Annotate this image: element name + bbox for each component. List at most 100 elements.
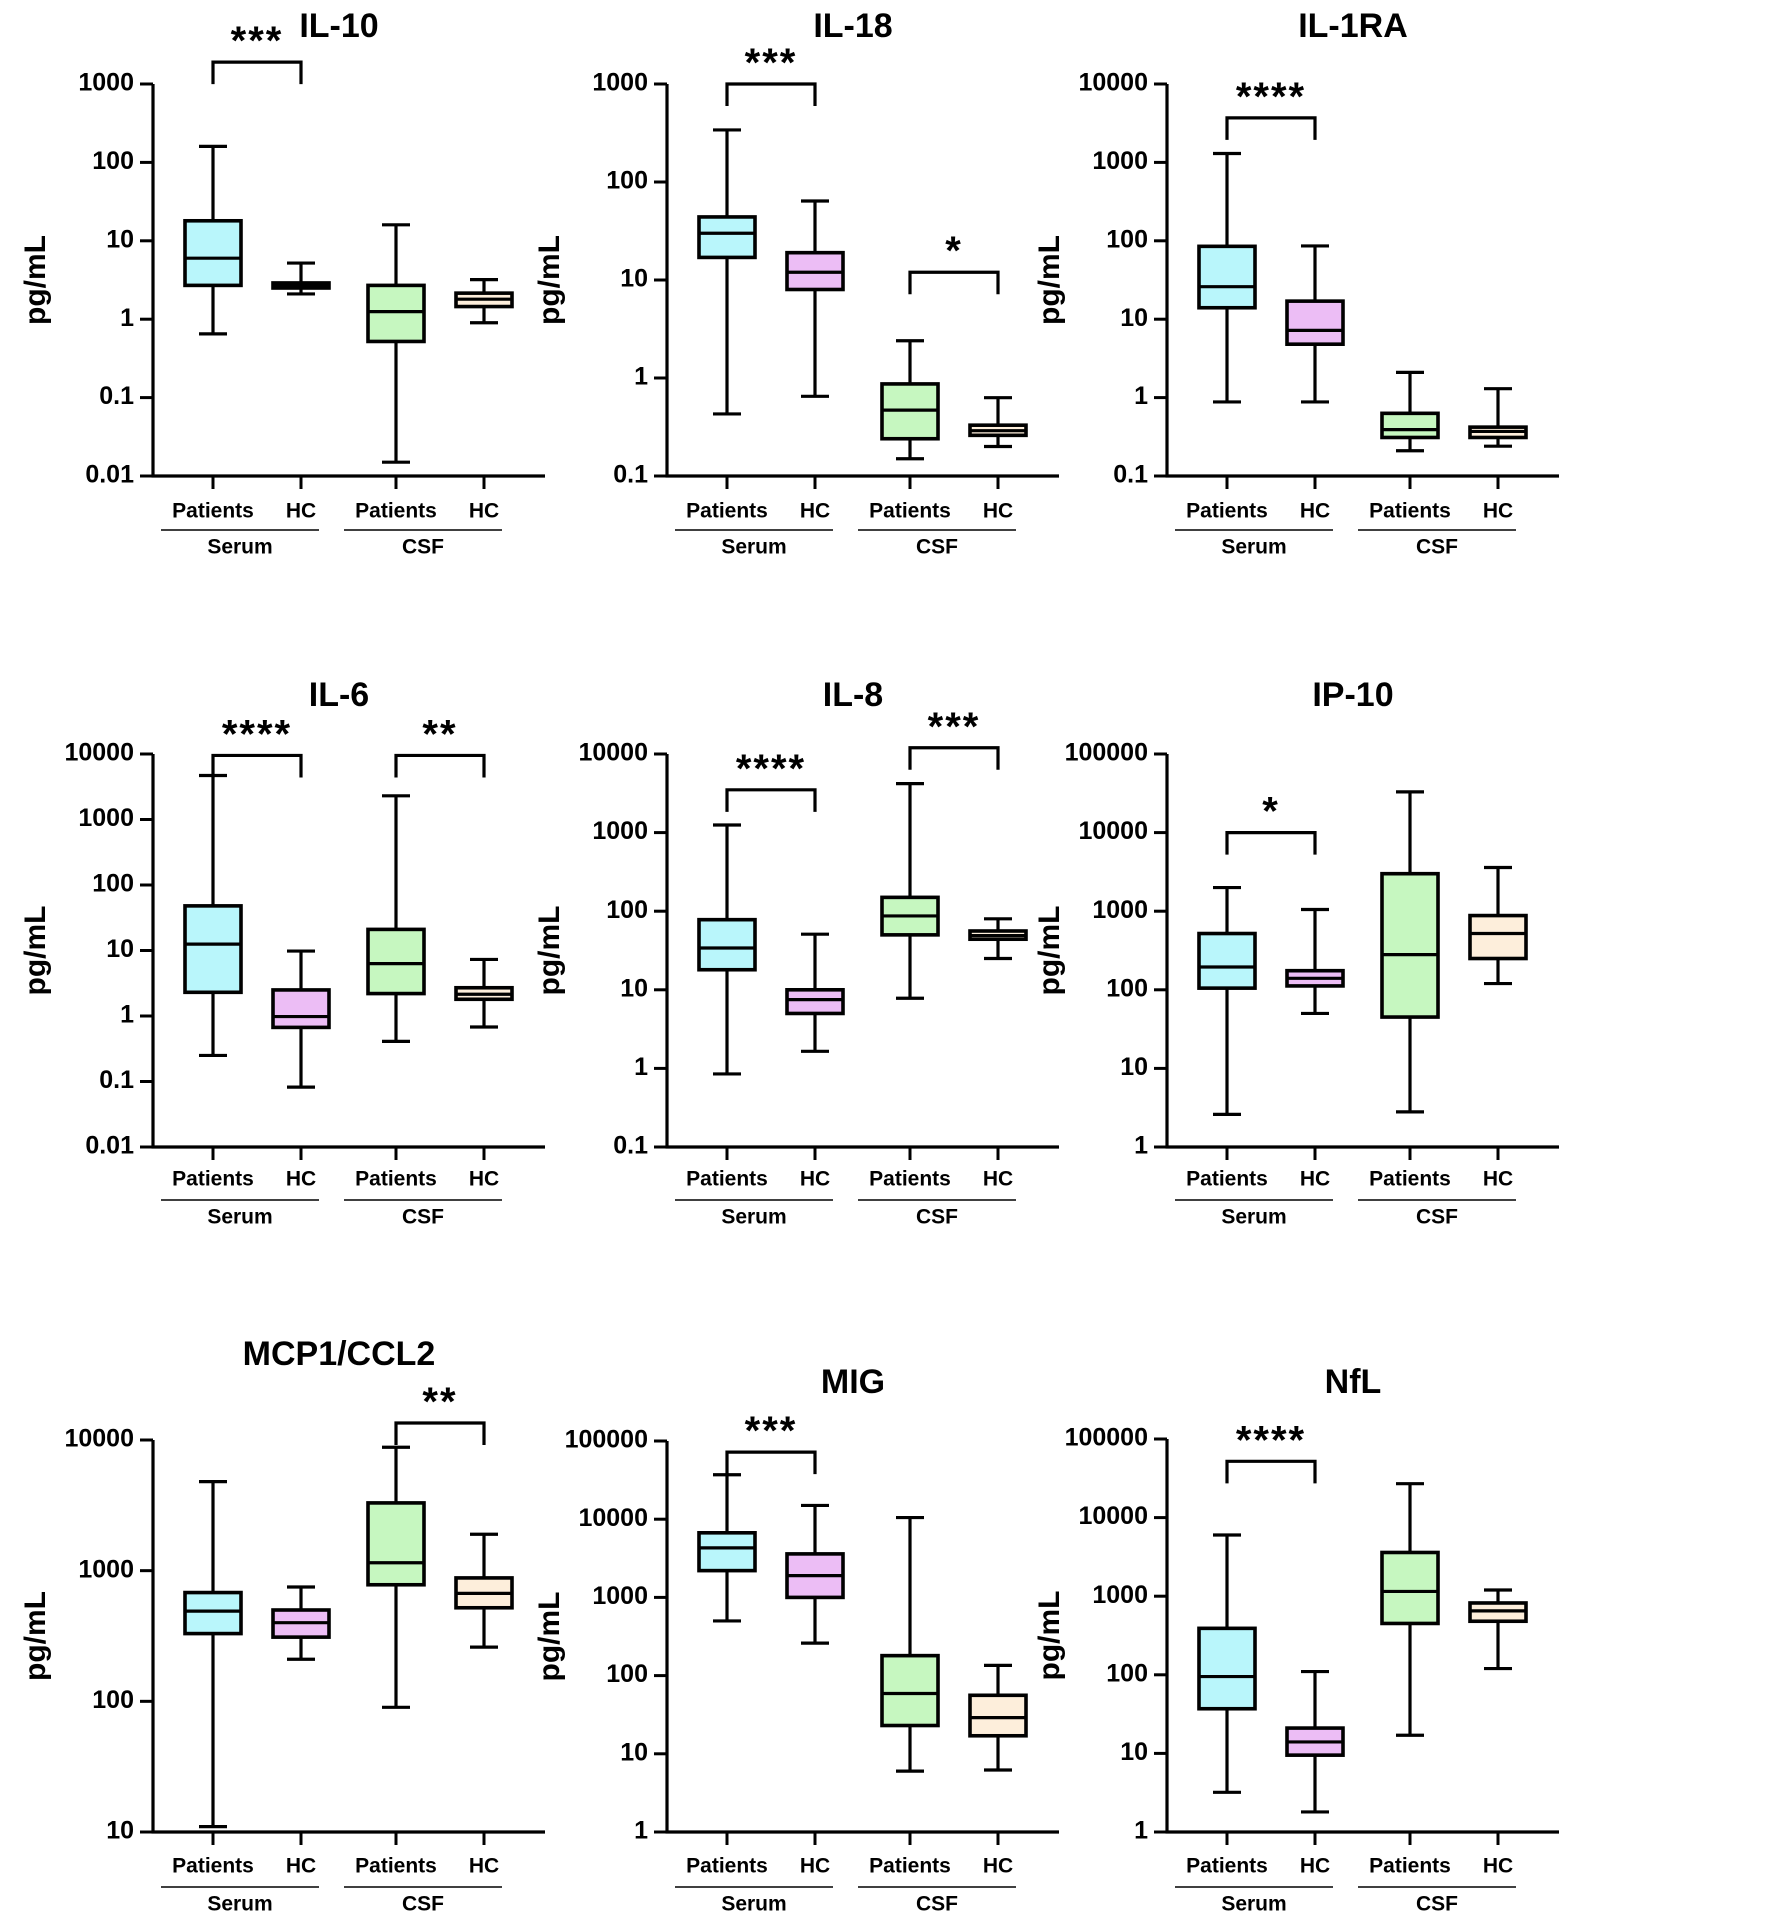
- y-tick-label: 1: [634, 363, 648, 391]
- y-axis-label: pg/mL: [1033, 1591, 1066, 1681]
- y-tick-label: 1: [120, 1001, 134, 1029]
- significance-stars: ***: [231, 19, 284, 63]
- set-label: Serum: [1221, 536, 1286, 559]
- significance-stars: ****: [1236, 1418, 1306, 1462]
- significance-bracket: [394, 1421, 486, 1445]
- y-tick-label: 0.1: [1113, 461, 1148, 489]
- iqr-box: [1197, 1626, 1257, 1711]
- y-tick-label: 100: [92, 870, 134, 898]
- chart-panel-il-8: IL-8 pg/mL 0.1 1 10 100 1000 10000 Patients HC Pat…: [533, 676, 1059, 1229]
- x-group-label: Patients: [869, 500, 951, 523]
- significance-stars: ****: [222, 712, 292, 756]
- y-axis-label: pg/mL: [533, 235, 566, 325]
- y-tick-label: 10000: [1078, 817, 1148, 845]
- chart-title: NfL: [1325, 1363, 1382, 1401]
- chart-title: IL-6: [309, 676, 369, 714]
- box-csf-hc: [1468, 1588, 1528, 1671]
- x-group-label: Patients: [172, 500, 254, 523]
- box-csf-hc: [1468, 387, 1528, 448]
- box-csf-hc: [968, 917, 1028, 961]
- box-csf-patients: [366, 794, 426, 1043]
- chart-panel-ip-10: IP-10 pg/mL 1 10 100 1000 10000 100000 Patients H…: [1033, 676, 1559, 1229]
- chart-title: IL-10: [299, 7, 378, 45]
- box-serum-hc: [1285, 244, 1345, 404]
- box-csf-patients: [880, 782, 940, 1000]
- y-tick-label: 1: [634, 1053, 648, 1081]
- chart-title: IP-10: [1312, 676, 1393, 714]
- significance-stars: ***: [928, 705, 981, 749]
- box-csf-hc: [1468, 865, 1528, 986]
- significance-bracket: [211, 60, 303, 85]
- box-csf-patients: [880, 1515, 940, 1773]
- x-group-label: Patients: [1186, 500, 1268, 523]
- iqr-box: [968, 1693, 1028, 1738]
- set-label: CSF: [1416, 536, 1458, 559]
- y-axis-label: pg/mL: [19, 235, 52, 325]
- x-group-label: HC: [469, 1168, 499, 1191]
- significance-stars: **: [422, 1380, 457, 1424]
- y-tick-label: 100: [92, 1686, 134, 1714]
- set-label: Serum: [721, 1893, 786, 1913]
- y-tick-label: 10000: [1078, 69, 1148, 97]
- chart-title: MIG: [821, 1363, 885, 1401]
- y-tick-label: 1000: [592, 69, 648, 97]
- y-tick-label: 10: [620, 974, 648, 1002]
- significance-bracket: [211, 753, 303, 778]
- set-label: CSF: [1416, 1206, 1458, 1229]
- x-group-label: Patients: [1369, 1855, 1451, 1878]
- box-serum-hc: [785, 932, 845, 1053]
- box-csf-patients: [1380, 370, 1440, 453]
- set-label: Serum: [207, 536, 272, 559]
- x-group-label: Patients: [172, 1855, 254, 1878]
- x-group-label: HC: [800, 500, 830, 523]
- iqr-box: [183, 904, 243, 995]
- box-serum-hc: [1285, 907, 1345, 1016]
- x-group-label: HC: [1483, 500, 1513, 523]
- set-label: CSF: [916, 536, 958, 559]
- y-tick-label: 1: [634, 1817, 648, 1845]
- box-serum-hc: [271, 949, 331, 1089]
- x-group-label: HC: [286, 1168, 316, 1191]
- box-csf-patients: [1380, 1482, 1440, 1737]
- y-tick-label: 100000: [1065, 739, 1148, 767]
- significance-bracket: [1225, 831, 1317, 855]
- y-tick-label: 1000: [592, 817, 648, 845]
- y-tick-label: 1000: [78, 804, 134, 832]
- x-group-label: Patients: [686, 1168, 768, 1191]
- chart-panel-il-18: IL-18 pg/mL 0.1 1 10 100 1000 Patients HC Patient…: [533, 7, 1059, 559]
- box-csf-patients: [366, 1445, 426, 1709]
- iqr-box: [880, 1653, 940, 1728]
- y-tick-label: 1000: [78, 1555, 134, 1583]
- x-group-label: Patients: [355, 1168, 437, 1191]
- y-axis-label: pg/mL: [533, 1592, 566, 1682]
- chart-title: MCP1/CCL2: [243, 1335, 436, 1373]
- x-group-label: HC: [1300, 1855, 1330, 1878]
- set-label: CSF: [402, 1893, 444, 1913]
- y-tick-label: 10000: [64, 739, 134, 767]
- box-csf-hc: [454, 957, 514, 1029]
- box-serum-patients: [697, 1473, 757, 1623]
- y-tick-label: 100: [1106, 1659, 1148, 1687]
- box-serum-hc: [785, 199, 845, 398]
- box-serum-patients: [1197, 885, 1257, 1116]
- y-tick-label: 10000: [64, 1425, 134, 1453]
- significance-stars: ***: [745, 41, 798, 85]
- significance-bracket: [725, 82, 817, 106]
- box-csf-patients: [366, 223, 426, 464]
- significance-bracket: [725, 788, 817, 812]
- chart-title: IL-8: [823, 676, 883, 714]
- y-tick-label: 10000: [578, 1504, 648, 1532]
- y-axis-label: pg/mL: [1033, 906, 1066, 996]
- y-tick-label: 1: [1134, 382, 1148, 410]
- significance-stars: **: [422, 712, 457, 756]
- significance-bracket: [725, 1450, 817, 1475]
- significance-stars: ***: [745, 1409, 798, 1453]
- x-group-label: HC: [1300, 500, 1330, 523]
- y-tick-label: 0.01: [85, 461, 134, 489]
- iqr-box: [1197, 244, 1257, 310]
- y-tick-label: 1: [1134, 1132, 1148, 1160]
- x-group-label: HC: [1483, 1168, 1513, 1191]
- x-group-label: Patients: [1186, 1168, 1268, 1191]
- iqr-box: [366, 1501, 426, 1587]
